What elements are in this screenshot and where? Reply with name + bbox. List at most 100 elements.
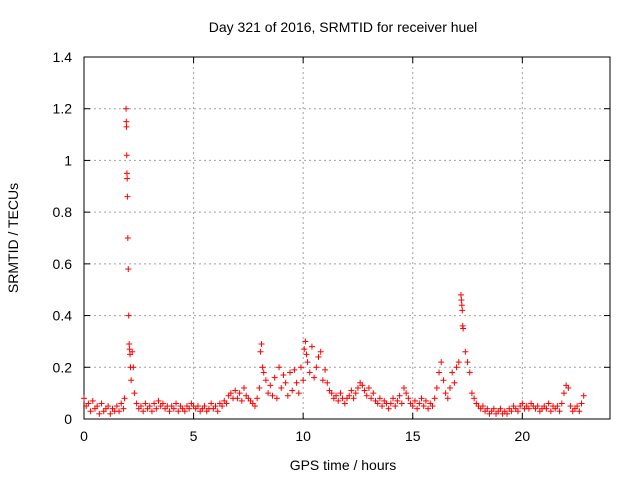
data-point [126,341,133,348]
data-point [267,382,274,389]
data-point [420,403,427,410]
data-point [374,400,381,407]
data-point [558,400,565,407]
data-point [265,390,272,397]
y-tick-label: 0.8 [53,204,73,220]
data-point [236,390,243,397]
data-point [212,403,219,410]
data-point [295,390,302,397]
data-point [324,379,331,386]
data-point [457,291,464,298]
data-point [418,395,425,402]
data-point [85,400,92,407]
data-point [352,390,359,397]
data-point [554,403,561,410]
data-point [304,359,311,366]
data-point [460,325,467,332]
data-point [278,384,285,391]
data-point [89,397,96,404]
data-point [436,369,443,376]
data-point [385,405,392,412]
y-tick-label: 0.4 [53,308,73,324]
data-point [105,403,112,410]
data-point [123,170,130,177]
data-point [398,400,405,407]
data-point [129,348,136,355]
data-point [269,392,276,399]
data-point [175,408,182,415]
ticks: 0 5 10 15 20 0 0.2 0.4 0.6 0.8 1 1.2 1.4 [53,49,610,444]
data-point [525,405,532,412]
data-point [337,390,344,397]
data-point [273,395,280,402]
data-point [238,397,245,404]
data-point [519,400,526,407]
data-point [120,405,127,412]
data-point [186,405,193,412]
data-point [403,390,410,397]
data-point [208,400,215,407]
data-point [301,346,308,353]
data-point [490,405,497,412]
data-point [146,403,153,410]
data-point [94,403,101,410]
data-point [291,366,298,373]
data-point [123,118,130,125]
data-point [256,384,263,391]
data-point [297,364,304,371]
data-point [194,403,201,410]
data-point [116,408,123,415]
data-point [159,400,166,407]
x-tick-label: 0 [80,428,88,444]
data-point [234,395,241,402]
data-point [433,384,440,391]
x-axis-label: GPS time / hours [290,457,397,473]
data-point [227,390,234,397]
data-point [333,392,340,399]
data-point [449,369,456,376]
data-point [431,395,438,402]
data-point [201,403,208,410]
data-point [440,377,447,384]
data-point [455,359,462,366]
y-tick-label: 0 [64,411,72,427]
data-point [173,400,180,407]
data-point [422,397,429,404]
data-point [258,341,265,348]
data-point [414,405,421,412]
data-point [560,390,567,397]
data-point [87,408,94,415]
data-point [387,400,394,407]
data-point [313,364,320,371]
data-point [317,348,324,355]
data-point [341,400,348,407]
data-point [123,123,130,130]
x-tick-label: 10 [295,428,311,444]
data-point [289,387,296,394]
data-point [124,235,131,241]
data-point [124,175,131,182]
data-point [306,369,313,376]
data-point [578,400,585,407]
data-point [311,374,318,381]
y-axis-label: SRMTID / TECUs [5,183,21,293]
data-point [251,403,258,410]
data-point [322,366,329,373]
data-point [444,395,451,402]
data-point [543,405,550,412]
plot-frame [83,56,611,420]
data-point [287,369,294,376]
data-point [576,408,583,415]
data-point [315,353,322,360]
data-point [328,390,335,397]
data-point [232,387,239,394]
data-point [257,348,264,355]
data-point [282,379,289,386]
data-point [471,395,478,402]
data-point [259,364,266,371]
data-point [181,408,188,415]
data-point [130,364,137,371]
data-point [376,395,383,402]
data-point [123,152,130,159]
data-point [459,307,466,314]
